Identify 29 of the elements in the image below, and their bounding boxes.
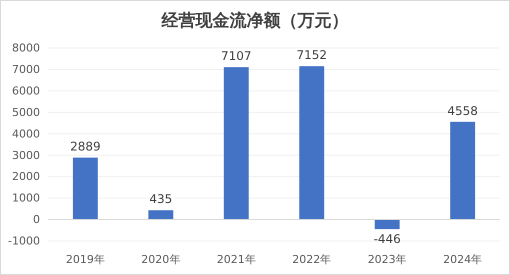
data-label: 7152 xyxy=(296,48,328,62)
y-tick-label: 4000 xyxy=(12,127,40,140)
bar xyxy=(148,210,174,220)
y-tick-label: 8000 xyxy=(12,42,40,55)
x-tick-label: 2022年 xyxy=(292,253,332,266)
data-label: 7107 xyxy=(220,49,252,64)
x-tick-label: 2024年 xyxy=(443,253,482,266)
bar xyxy=(299,66,324,220)
y-tick-label: 2000 xyxy=(12,170,40,184)
y-tick-label: 7000 xyxy=(12,62,40,76)
x-tick-label: 2019年 xyxy=(66,253,105,266)
y-tick-label: 3000 xyxy=(12,148,40,162)
y-tick-label: 0 xyxy=(33,213,40,226)
bar xyxy=(374,220,400,230)
x-tick-label: 2023年 xyxy=(368,253,407,266)
bar xyxy=(450,122,476,220)
data-label: -446 xyxy=(374,232,401,246)
y-tick-label: 1000 xyxy=(12,192,40,205)
bar xyxy=(224,67,249,220)
data-label: 2889 xyxy=(70,140,101,154)
chart-title: 经营现金流净额（万元） xyxy=(160,11,348,31)
y-tick-label: -1000 xyxy=(8,234,40,248)
bar xyxy=(72,158,98,220)
data-label: 435 xyxy=(149,192,172,206)
x-tick-label: 2021年 xyxy=(216,253,256,266)
data-label: 4558 xyxy=(447,104,478,118)
y-tick-label: 6000 xyxy=(12,84,40,98)
x-tick-label: 2020年 xyxy=(141,253,180,266)
y-tick-label: 5000 xyxy=(12,106,40,119)
